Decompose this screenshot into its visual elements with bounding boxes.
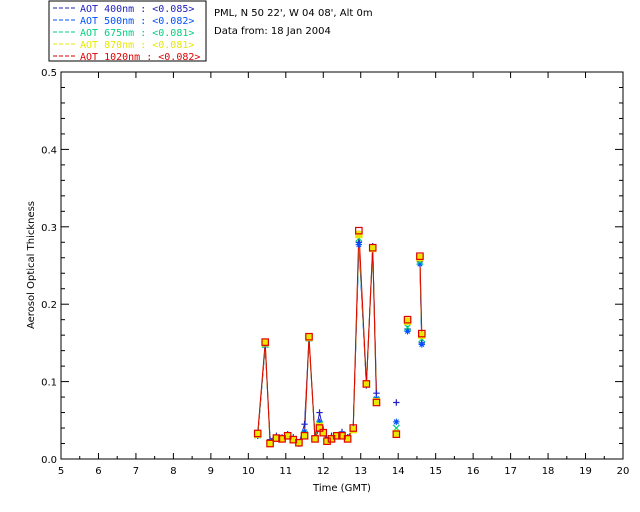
- x-tick-label: 20: [617, 466, 630, 477]
- x-tick-label: 16: [467, 466, 480, 477]
- data-point: [393, 418, 400, 426]
- legend-entry: AOT 870nm : <0.081>: [80, 40, 194, 51]
- data-point: [266, 439, 274, 448]
- legend-box: [48, 0, 207, 62]
- data-point: [372, 398, 381, 407]
- y-tick-label: 0.5: [41, 68, 57, 79]
- data-point: [362, 380, 371, 388]
- data-point: [301, 420, 308, 428]
- x-tick-label: 6: [95, 466, 101, 477]
- data-point: [300, 432, 309, 440]
- data-point: [266, 439, 274, 448]
- legend-entry: AOT 675nm : <0.081>: [80, 28, 194, 39]
- series-lines: [257, 230, 423, 445]
- series-markers: [253, 226, 426, 448]
- x-tick-label: 15: [429, 466, 442, 477]
- data-point: [404, 328, 411, 335]
- series-line: [419, 256, 423, 334]
- data-point: [368, 243, 377, 252]
- data-point: [295, 438, 303, 447]
- data-point: [343, 435, 352, 443]
- data-point: [355, 241, 363, 248]
- data-point: [311, 435, 319, 443]
- data-point: [349, 424, 358, 432]
- x-tick-label: 17: [504, 466, 517, 477]
- x-tick-label: 8: [170, 466, 176, 477]
- y-tick-label: 0.4: [41, 145, 57, 156]
- x-axis-label: Time (GMT): [312, 483, 371, 494]
- chart-title-line-2: Data from: 18 Jan 2004: [214, 26, 331, 37]
- x-tick-label: 12: [317, 466, 330, 477]
- x-tick-label: 13: [354, 466, 367, 477]
- y-axis: 0.0 0.1 0.2 0.3 0.4 0.5: [41, 68, 623, 466]
- data-point: [355, 226, 363, 235]
- data-point: [418, 329, 426, 338]
- y-tick-label: 0.2: [41, 300, 57, 311]
- x-tick-label: 5: [58, 466, 64, 477]
- plot-frame: [60, 71, 624, 460]
- x-axis: 5 6 7 8 9 10 11 12 13 14 15 16 17 18 19 20: [58, 72, 630, 477]
- legend: AOT 400nm : <0.085>AOT 500nm : <0.082>AO…: [48, 0, 207, 63]
- data-point: [301, 428, 308, 436]
- x-tick-label: 7: [133, 466, 139, 477]
- data-point: [316, 418, 323, 426]
- y-axis-label: Aerosol Optical Thickness: [26, 201, 37, 329]
- x-tick-label: 11: [279, 466, 292, 477]
- series-line: [257, 244, 377, 445]
- data-point: [283, 431, 292, 440]
- data-point: [300, 431, 309, 440]
- x-tick-label: 9: [208, 466, 214, 477]
- data-point: [355, 230, 363, 239]
- data-point: [305, 332, 313, 341]
- data-point: [403, 323, 412, 332]
- data-point: [403, 315, 412, 324]
- data-point: [323, 437, 331, 445]
- data-point: [316, 409, 323, 416]
- x-tick-label: 19: [579, 466, 592, 477]
- data-point: [393, 399, 400, 406]
- y-tick-label: 0.3: [41, 223, 57, 234]
- data-point: [416, 252, 424, 261]
- x-tick-label: 10: [242, 466, 255, 477]
- data-point: [253, 429, 262, 438]
- chart-title-line-1: PML, N 50 22', W 04 08', Alt 0m: [214, 8, 373, 19]
- y-tick-label: 0.0: [41, 455, 57, 466]
- data-point: [332, 431, 341, 440]
- data-point: [261, 338, 269, 346]
- data-point: [272, 434, 281, 442]
- data-point: [373, 390, 380, 397]
- data-point: [392, 430, 401, 439]
- legend-entry: AOT 400nm : <0.085>: [80, 4, 194, 15]
- series-line: [257, 242, 377, 445]
- legend-entry: AOT 500nm : <0.082>: [80, 16, 194, 27]
- data-point: [311, 435, 319, 443]
- data-point: [362, 380, 371, 388]
- data-point: [416, 260, 424, 268]
- y-tick-label: 0.1: [41, 378, 57, 389]
- x-tick-label: 14: [392, 466, 405, 477]
- x-tick-label: 18: [542, 466, 555, 477]
- data-point: [319, 428, 328, 437]
- legend-entry: AOT 1020nm : <0.082>: [80, 52, 200, 63]
- data-point: [418, 341, 426, 348]
